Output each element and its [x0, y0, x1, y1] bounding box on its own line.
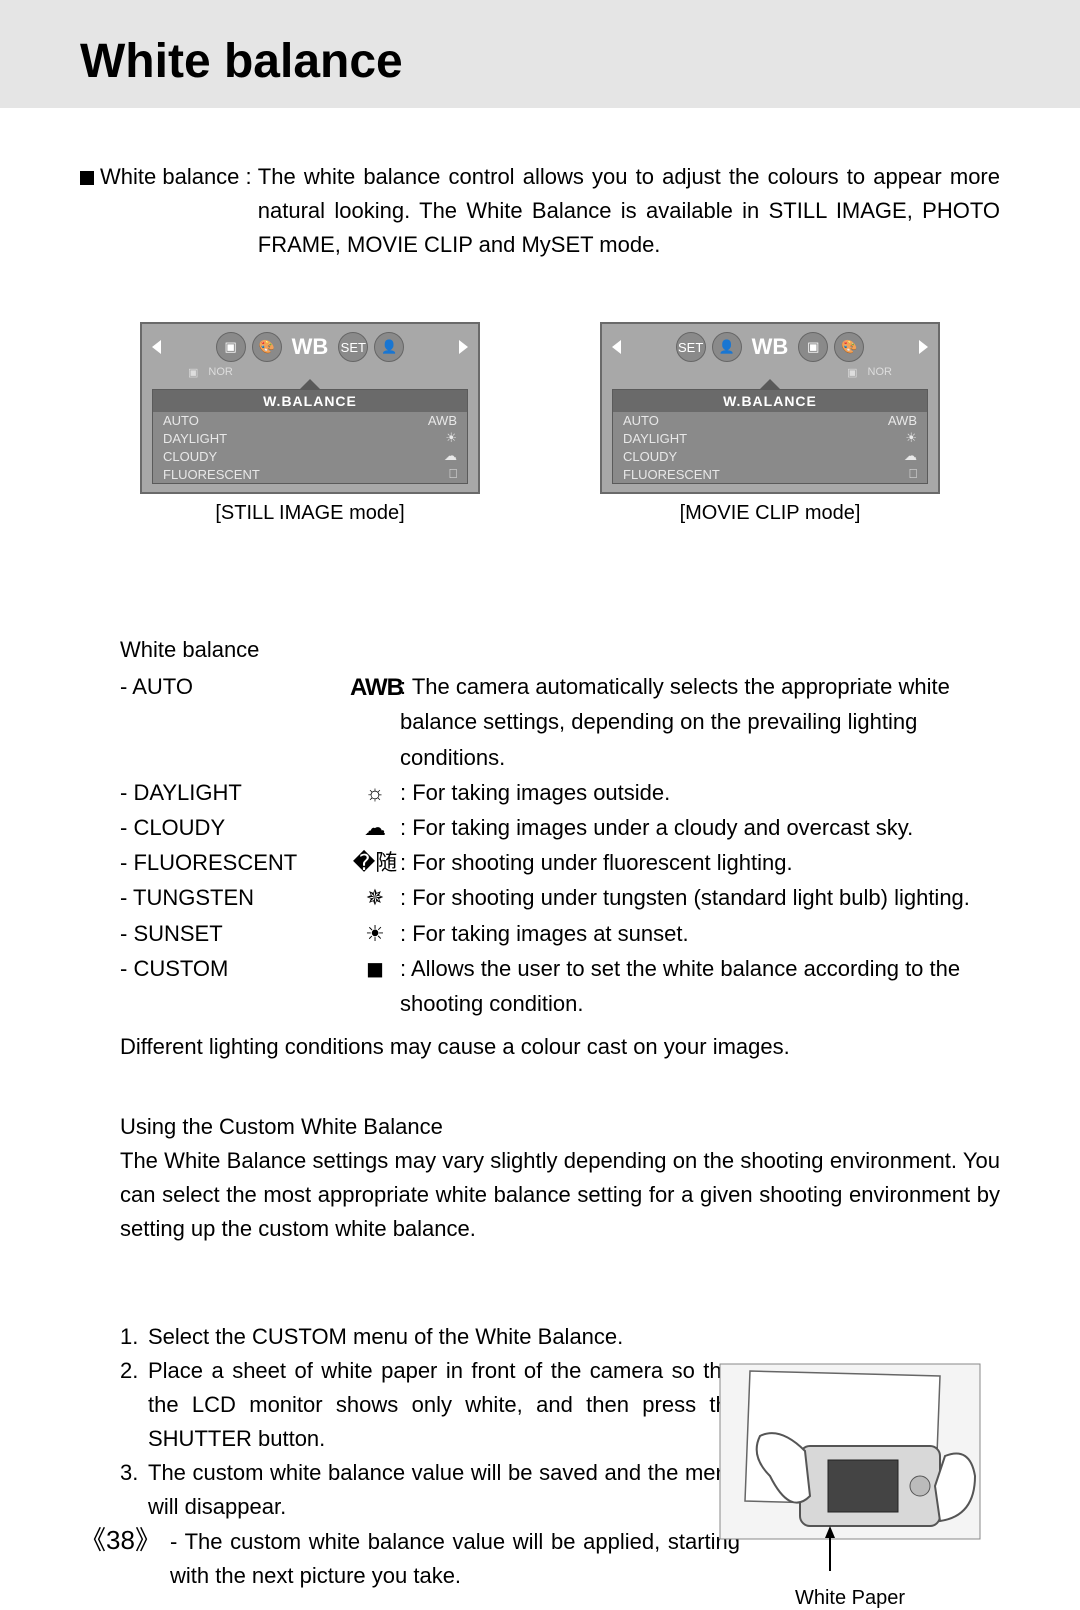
white-paper-illustration: White Paper	[710, 1356, 990, 1610]
page-title: White balance	[80, 34, 403, 89]
wb-mode-desc: : The camera automatically selects the a…	[400, 669, 1000, 775]
wb-note: Different lighting conditions may cause …	[120, 1029, 1000, 1064]
lcd-item: DAYLIGHT☀	[613, 429, 927, 447]
lcd-screen-movie: SET 👤 WB ▣ 🎨 ▣NOR W.BALANCE AUTOAWB DAYL…	[600, 322, 940, 494]
wb-mode-name: - TUNGSTEN	[120, 880, 350, 915]
lcd-item: FLUORESCENT⎕	[613, 465, 927, 483]
wb-mode-name: - CUSTOM	[120, 951, 350, 986]
mode-icon: ▣	[216, 332, 246, 362]
lcd-item: CLOUDY☁	[153, 447, 467, 465]
wb-mode-name: - CLOUDY	[120, 810, 350, 845]
pointer-icon	[760, 379, 780, 389]
lcd-caption-right: [MOVIE CLIP mode]	[600, 502, 940, 525]
lcd-item: AUTOAWB	[153, 412, 467, 429]
wb-mode-name: - DAYLIGHT	[120, 775, 350, 810]
wb-mode-icon: ☀	[350, 916, 400, 951]
lcd-item: DAYLIGHT☀	[153, 429, 467, 447]
step-number: 1.	[120, 1320, 148, 1354]
wb-mode-name: - FLUORESCENT	[120, 845, 350, 880]
wb-mode-icon: ✵	[350, 880, 400, 915]
wb-label: WB	[288, 334, 333, 360]
wb-mode-desc: : For taking images at sunset.	[400, 916, 1000, 951]
intro-body: The white balance control allows you to …	[258, 160, 1000, 262]
palette-icon: 🎨	[252, 332, 282, 362]
wb-mode-icon: �随	[350, 845, 400, 880]
step-row: 3.The custom white balance value will be…	[120, 1456, 740, 1524]
bullet-icon	[80, 171, 94, 185]
wb-mode-row: - AUTOAWB: The camera automatically sele…	[120, 669, 1000, 775]
page-number: 《38》	[80, 1520, 161, 1557]
wb-mode-desc: : For shooting under tungsten (standard …	[400, 880, 1000, 915]
step-text: Select the CUSTOM menu of the White Bala…	[148, 1320, 740, 1354]
custom-wb-section: Using the Custom White Balance The White…	[120, 1110, 1000, 1246]
step-row: 1.Select the CUSTOM menu of the White Ba…	[120, 1320, 740, 1354]
wb-mode-row: - CLOUDY☁: For taking images under a clo…	[120, 810, 1000, 845]
step-text: Place a sheet of white paper in front of…	[148, 1354, 740, 1456]
wb-mode-row: - TUNGSTEN✵: For shooting under tungsten…	[120, 880, 1000, 915]
step-number: 2.	[120, 1354, 148, 1456]
lcd-panel: W.BALANCE AUTOAWB DAYLIGHT☀ CLOUDY☁ FLUO…	[152, 389, 468, 484]
wb-heading: White balance	[120, 632, 1000, 667]
nav-left-icon	[612, 340, 621, 354]
palette-icon: 🎨	[834, 332, 864, 362]
wb-mode-icon: AWB	[350, 669, 400, 707]
wb-mode-row: - FLUORESCENT�随: For shooting under fluo…	[120, 845, 1000, 880]
wb-mode-row: - CUSTOM◼: Allows the user to set the wh…	[120, 951, 1000, 1021]
illus-caption: White Paper	[710, 1587, 990, 1610]
wb-mode-icon: ◼	[350, 951, 400, 986]
step-text: The custom white balance value will be s…	[148, 1456, 740, 1524]
nav-right-icon	[459, 340, 468, 354]
wb-mode-icon: ☼	[350, 775, 400, 810]
wb-mode-desc: : For shooting under fluorescent lightin…	[400, 845, 1000, 880]
nav-right-icon	[919, 340, 928, 354]
lcd-item: CLOUDY☁	[613, 447, 927, 465]
wb-mode-icon: ☁	[350, 810, 400, 845]
custom-heading: Using the Custom White Balance	[120, 1110, 1000, 1144]
step-number: 3.	[120, 1456, 148, 1524]
person-icon: 👤	[712, 332, 742, 362]
wb-mode-row: - SUNSET☀: For taking images at sunset.	[120, 916, 1000, 951]
pointer-icon	[300, 379, 320, 389]
lcd-left-wrap: ▣ 🎨 WB SET 👤 ▣NOR W.BALANCE AUTOAWB DAYL…	[140, 322, 480, 525]
wb-mode-name: - SUNSET	[120, 916, 350, 951]
lcd-screens-row: ▣ 🎨 WB SET 👤 ▣NOR W.BALANCE AUTOAWB DAYL…	[140, 322, 940, 525]
lcd-caption-left: [STILL IMAGE mode]	[140, 502, 480, 525]
nav-left-icon	[152, 340, 161, 354]
wb-label: WB	[748, 334, 793, 360]
lcd-item: AUTOAWB	[613, 412, 927, 429]
mode-icon: ▣	[798, 332, 828, 362]
wb-mode-name: - AUTO	[120, 669, 350, 704]
wb-mode-desc: : For taking images under a cloudy and o…	[400, 810, 1000, 845]
intro-paragraph: White balance : The white balance contro…	[80, 160, 1000, 262]
steps-list: 1.Select the CUSTOM menu of the White Ba…	[120, 1320, 740, 1593]
person-icon: 👤	[374, 332, 404, 362]
lcd-panel: W.BALANCE AUTOAWB DAYLIGHT☀ CLOUDY☁ FLUO…	[612, 389, 928, 484]
lcd-right-wrap: SET 👤 WB ▣ 🎨 ▣NOR W.BALANCE AUTOAWB DAYL…	[600, 322, 940, 525]
lcd-panel-title: W.BALANCE	[613, 390, 927, 412]
step-sub: - The custom white balance value will be…	[148, 1525, 740, 1593]
set-icon: SET	[338, 332, 368, 362]
wb-modes-list: White balance - AUTOAWB: The camera auto…	[120, 632, 1000, 1064]
lcd-panel-title: W.BALANCE	[153, 390, 467, 412]
wb-mode-desc: : Allows the user to set the white balan…	[400, 951, 1000, 1021]
intro-label: White balance :	[100, 164, 252, 189]
lcd-item: FLUORESCENT⎕	[153, 465, 467, 483]
wb-mode-desc: : For taking images outside.	[400, 775, 1000, 810]
set-icon: SET	[676, 332, 706, 362]
wb-mode-row: - DAYLIGHT☼: For taking images outside.	[120, 775, 1000, 810]
lcd-screen-still: ▣ 🎨 WB SET 👤 ▣NOR W.BALANCE AUTOAWB DAYL…	[140, 322, 480, 494]
step-row: 2.Place a sheet of white paper in front …	[120, 1354, 740, 1456]
custom-body: The White Balance settings may vary slig…	[120, 1144, 1000, 1246]
